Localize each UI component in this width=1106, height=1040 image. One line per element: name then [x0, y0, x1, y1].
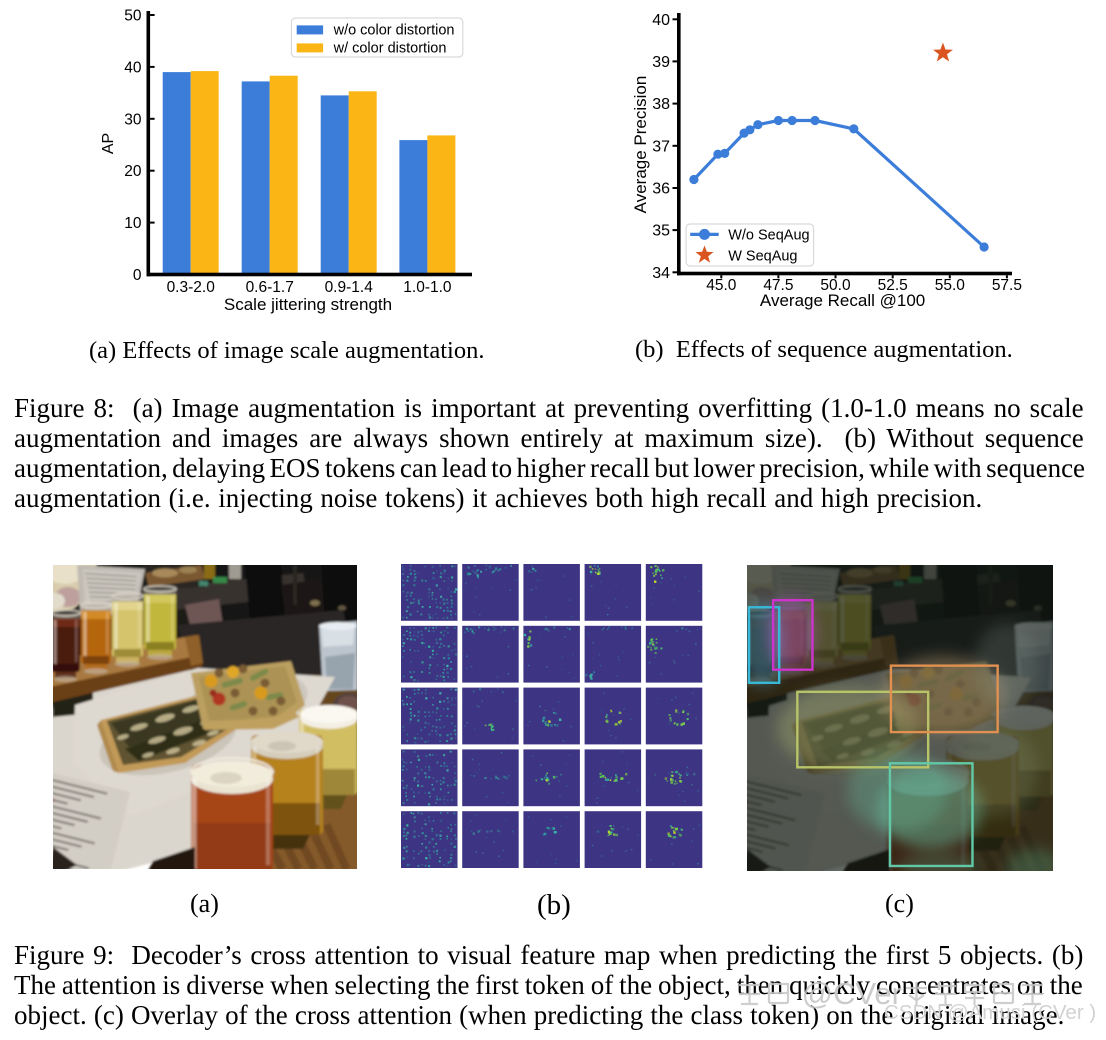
svg-text:10: 10 [124, 215, 142, 232]
svg-text:47.5: 47.5 [763, 277, 793, 294]
svg-text:20: 20 [124, 163, 142, 180]
svg-text:0.3-2.0: 0.3-2.0 [167, 279, 216, 296]
svg-text:38: 38 [652, 96, 670, 113]
svg-text:35: 35 [652, 223, 670, 240]
svg-text:37: 37 [652, 138, 670, 155]
svg-text:Average Precision: Average Precision [631, 76, 650, 214]
svg-text:1.0-1.0: 1.0-1.0 [403, 279, 452, 296]
svg-text:Scale jittering strength: Scale jittering strength [224, 295, 392, 314]
svg-text:50.0: 50.0 [820, 277, 851, 294]
svg-text:Average Recall @100: Average Recall @100 [760, 291, 925, 310]
svg-text:39: 39 [652, 54, 670, 71]
svg-text:0: 0 [133, 267, 142, 284]
svg-text:50: 50 [124, 8, 142, 25]
svg-text:40: 40 [124, 59, 142, 76]
svg-text:45.0: 45.0 [706, 277, 737, 294]
svg-text:34: 34 [652, 265, 670, 282]
svg-text:40: 40 [652, 12, 670, 29]
svg-text:30: 30 [124, 111, 142, 128]
svg-text:AP: AP [100, 133, 117, 154]
svg-text:57.5: 57.5 [992, 277, 1022, 294]
svg-text:0.6-1.7: 0.6-1.7 [246, 279, 294, 296]
svg-text:W SeqAug: W SeqAug [728, 248, 797, 264]
svg-text:36: 36 [652, 181, 670, 198]
svg-text:0.9-1.4: 0.9-1.4 [325, 279, 374, 296]
svg-text:w/o color distortion: w/o color distortion [333, 23, 455, 39]
svg-text:W/o SeqAug: W/o SeqAug [728, 227, 809, 243]
svg-text:52.5: 52.5 [878, 277, 908, 294]
svg-text:55.0: 55.0 [935, 277, 966, 294]
svg-text:w/ color distortion: w/ color distortion [333, 41, 447, 57]
